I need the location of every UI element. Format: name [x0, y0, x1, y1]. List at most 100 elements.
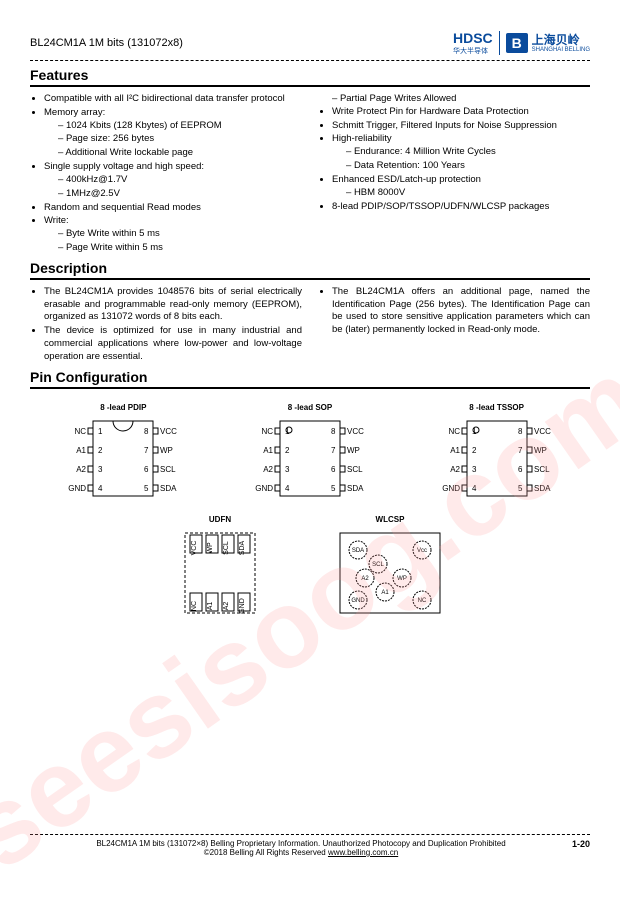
svg-text:NC: NC: [191, 601, 198, 611]
page-header: BL24CM1A 1M bits (131072x8) HDSC 华大半导体 B…: [30, 30, 590, 61]
chip-wlcsp: WLCSP SDA Vcc SCL WP A2 A1 GND NC: [330, 515, 450, 618]
feature-sub: 400kHz@1.7V: [58, 174, 302, 187]
svg-text:3: 3: [285, 465, 290, 474]
svg-text:8: 8: [144, 427, 149, 436]
svg-text:WP: WP: [397, 576, 407, 582]
svg-text:A1: A1: [77, 446, 87, 455]
description-columns: The BL24CM1A provides 1048576 bits of se…: [30, 286, 590, 365]
svg-text:3: 3: [98, 465, 103, 474]
svg-text:NC: NC: [261, 427, 273, 436]
svg-text:NC: NC: [448, 427, 460, 436]
svg-text:WP: WP: [207, 542, 214, 554]
svg-text:GND: GND: [239, 598, 246, 614]
feature-sub: Page size: 256 bytes: [58, 133, 302, 146]
page-footer: BL24CM1A 1M bits (131072×8) Belling Prop…: [30, 834, 590, 857]
belling-logo: B 上海贝岭 SHANGHAI BELLING: [506, 33, 590, 53]
chip-title: 8 -lead SOP: [245, 403, 375, 412]
svg-text:2: 2: [98, 446, 103, 455]
svg-text:WP: WP: [160, 446, 173, 455]
desc-right-col: The BL24CM1A offers an additional page, …: [318, 286, 590, 365]
svg-text:6: 6: [144, 465, 149, 474]
svg-text:VCC: VCC: [534, 427, 551, 436]
description-heading: Description: [30, 260, 590, 280]
feature-sub: Data Retention: 100 Years: [346, 160, 590, 173]
svg-text:A2: A2: [361, 576, 369, 582]
feature-item: Write Protect Pin for Hardware Data Prot…: [332, 106, 590, 119]
svg-text:7: 7: [331, 446, 336, 455]
svg-text:2: 2: [285, 446, 290, 455]
svg-text:2: 2: [472, 446, 477, 455]
svg-text:SDA: SDA: [160, 484, 177, 493]
svg-text:WP: WP: [534, 446, 547, 455]
svg-text:A2: A2: [263, 465, 273, 474]
desc-para: The BL24CM1A offers an additional page, …: [332, 286, 590, 337]
chip-row-top: 8 -lead PDIP NC 1 A1 2 A2 3 GND 4 VCC 8 WP 7 S…: [30, 403, 590, 501]
svg-text:SCL: SCL: [160, 465, 176, 474]
svg-text:A2: A2: [450, 465, 460, 474]
feature-item: 8-lead PDIP/SOP/TSSOP/UDFN/WLCSP package…: [332, 201, 590, 214]
chip-pdip: 8 -lead PDIP NC1 A12 A23 GND4 VCC8 WP7 S…: [58, 403, 188, 501]
svg-text:SDA: SDA: [347, 484, 364, 493]
svg-text:SDA: SDA: [352, 548, 364, 554]
svg-text:GND: GND: [255, 484, 273, 493]
svg-text:A2: A2: [223, 601, 230, 610]
chip-udfn: UDFN VCC WP SCL SDA NC A1 A2 GND: [170, 515, 270, 618]
chip-title: UDFN: [170, 515, 270, 524]
svg-text:3: 3: [472, 465, 477, 474]
svg-text:1: 1: [285, 427, 290, 436]
svg-text:VCC: VCC: [160, 427, 177, 436]
svg-text:1: 1: [472, 427, 477, 436]
features-columns: Compatible with all I²C bidirectional da…: [30, 93, 590, 256]
svg-text:A1: A1: [207, 601, 214, 610]
svg-text:5: 5: [144, 484, 149, 493]
svg-text:NC: NC: [75, 427, 87, 436]
feature-sub: Endurance: 4 Million Write Cycles: [346, 146, 590, 159]
svg-text:8: 8: [518, 427, 523, 436]
chip-diagram-tssop: NC1 A12 A23 GND4 VCC8 WP7 SCL6 SDA5: [432, 416, 562, 501]
desc-para: The BL24CM1A provides 1048576 bits of se…: [44, 286, 302, 324]
belling-logo-icon: B: [506, 33, 528, 53]
chip-diagram-pdip: NC1 A12 A23 GND4 VCC8 WP7 SCL6 SDA5: [58, 416, 188, 501]
footer-copyright: ©2018 Belling All Rights Reserved: [204, 848, 328, 857]
part-number-title: BL24CM1A 1M bits (131072x8): [30, 37, 183, 49]
desc-left-col: The BL24CM1A provides 1048576 bits of se…: [30, 286, 302, 365]
feature-item: Write: Byte Write within 5 ms Page Write…: [44, 215, 302, 254]
svg-text:A1: A1: [450, 446, 460, 455]
footer-link: www.belling.com.cn: [328, 848, 398, 857]
svg-text:5: 5: [331, 484, 336, 493]
pinconfig-heading: Pin Configuration: [30, 369, 590, 389]
svg-text:SCL: SCL: [534, 465, 550, 474]
chip-sop: 8 -lead SOP NC1 A12 A23 GND4 VCC8 WP7 SC…: [245, 403, 375, 501]
chip-tssop: 8 -lead TSSOP NC1 A12 A23 GND4 VCC8 WP7 …: [432, 403, 562, 501]
svg-text:6: 6: [518, 465, 523, 474]
belling-logo-sub: SHANGHAI BELLING: [532, 47, 590, 53]
svg-text:1: 1: [98, 427, 103, 436]
feature-item: Memory array: 1024 Kbits (128 Kbytes) of…: [44, 107, 302, 160]
chip-diagram-udfn: VCC WP SCL SDA NC A1 A2 GND: [170, 528, 270, 618]
feature-sub: 1024 Kbits (128 Kbytes) of EEPROM: [58, 120, 302, 133]
svg-text:4: 4: [285, 484, 290, 493]
features-heading: Features: [30, 67, 590, 87]
svg-text:NC: NC: [418, 598, 427, 604]
feature-item: Compatible with all I²C bidirectional da…: [44, 93, 302, 106]
hdsc-logo-text: HDSC: [453, 30, 493, 46]
chip-diagram-wlcsp: SDA Vcc SCL WP A2 A1 GND NC: [330, 528, 450, 618]
belling-logo-text: 上海贝岭: [532, 33, 580, 47]
feature-item: Single supply voltage and high speed: 40…: [44, 161, 302, 200]
feature-item: Random and sequential Read modes: [44, 202, 302, 215]
svg-text:4: 4: [472, 484, 477, 493]
svg-text:6: 6: [331, 465, 336, 474]
svg-text:A2: A2: [77, 465, 87, 474]
page-number: 1-20: [572, 839, 590, 849]
feature-sub: Partial Page Writes Allowed: [332, 93, 590, 106]
svg-text:7: 7: [144, 446, 149, 455]
feature-sub: Page Write within 5 ms: [58, 242, 302, 255]
svg-text:SCL: SCL: [347, 465, 363, 474]
footer-proprietary: Belling Proprietary Information. Unautho…: [210, 839, 505, 848]
chip-diagram-sop: NC1 A12 A23 GND4 VCC8 WP7 SCL6 SDA5: [245, 416, 375, 501]
svg-text:8: 8: [331, 427, 336, 436]
feature-sub: HBM 8000V: [346, 187, 590, 200]
svg-text:A1: A1: [381, 590, 389, 596]
svg-text:GND: GND: [442, 484, 460, 493]
chip-title: 8 -lead PDIP: [58, 403, 188, 412]
